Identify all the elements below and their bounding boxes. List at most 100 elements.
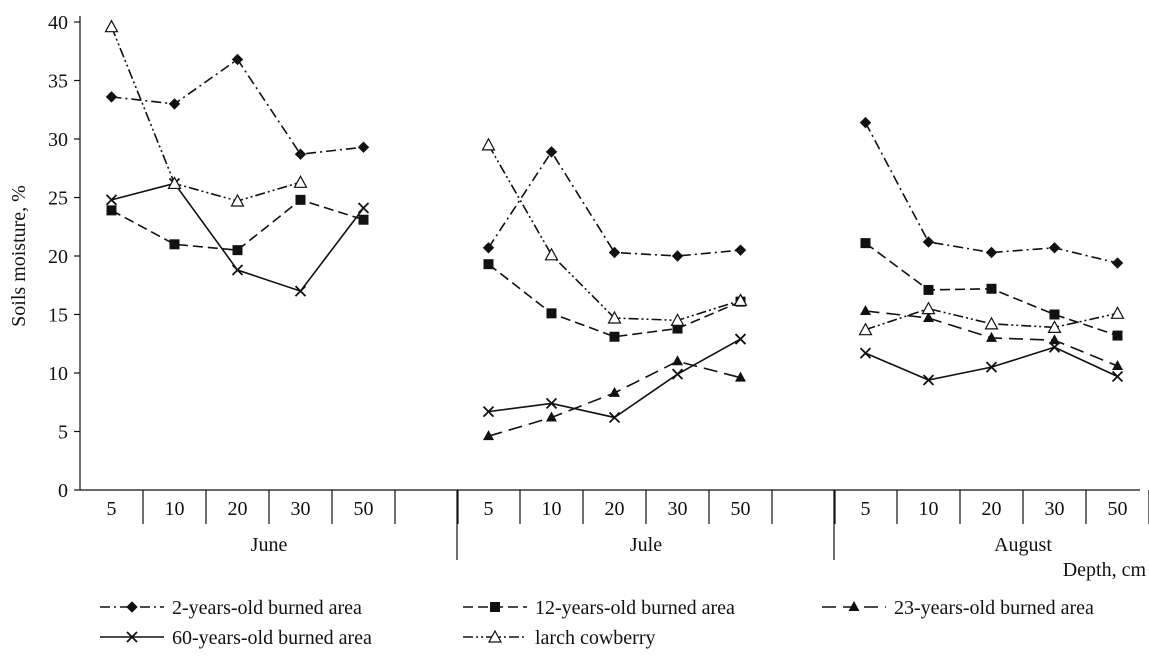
point-marker-triangle bbox=[672, 355, 683, 366]
series-line bbox=[488, 263, 741, 338]
depth-tick-label: 50 bbox=[1108, 498, 1128, 520]
depth-tick-label: 30 bbox=[291, 498, 311, 520]
depth-tick-label: 50 bbox=[731, 498, 751, 520]
point-marker-triangle bbox=[986, 331, 997, 342]
legend-label: 60-years-old burned area bbox=[172, 627, 372, 649]
point-marker-diamond bbox=[734, 244, 747, 256]
series-1 bbox=[105, 53, 1124, 269]
x-axis-label: Depth, cm bbox=[1063, 559, 1147, 581]
depth-tick-label: 20 bbox=[605, 498, 625, 520]
y-tick-label: 20 bbox=[48, 246, 68, 268]
legend-label: larch cowberry bbox=[535, 627, 656, 649]
series-3 bbox=[483, 304, 1123, 441]
legend-label: 12-years-old burned area bbox=[535, 597, 735, 619]
y-tick-label: 35 bbox=[48, 71, 68, 93]
depth-tick-label: 5 bbox=[107, 498, 117, 520]
point-marker-open-triangle bbox=[487, 629, 503, 643]
point-marker-diamond bbox=[126, 601, 138, 613]
series-line bbox=[487, 150, 741, 257]
point-marker-open-triangle bbox=[544, 247, 559, 261]
point-marker-triangle bbox=[923, 312, 934, 323]
point-marker-square bbox=[1049, 309, 1060, 320]
point-marker-triangle bbox=[1049, 334, 1060, 345]
point-marker-diamond bbox=[482, 242, 495, 254]
point-marker-diamond bbox=[671, 250, 684, 262]
legend-item: larch cowberry bbox=[463, 627, 656, 649]
point-marker-cross bbox=[294, 285, 307, 297]
point-marker-square bbox=[483, 259, 494, 270]
point-marker-open-triangle bbox=[293, 175, 308, 188]
y-tick-label: 15 bbox=[48, 305, 68, 327]
y-tick-label: 10 bbox=[48, 363, 68, 385]
y-tick-label: 0 bbox=[58, 480, 68, 502]
depth-tick-label: 5 bbox=[484, 498, 494, 520]
point-marker-cross bbox=[1111, 370, 1124, 383]
point-marker-square bbox=[609, 331, 620, 342]
series-line bbox=[488, 360, 741, 437]
point-marker-open-triangle bbox=[670, 313, 685, 326]
point-marker-open-triangle bbox=[984, 316, 999, 330]
point-marker-cross bbox=[482, 405, 495, 418]
point-marker-open-triangle bbox=[104, 19, 119, 33]
point-marker-cross bbox=[357, 202, 370, 214]
series-line bbox=[865, 307, 1118, 331]
point-marker-cross bbox=[105, 194, 118, 206]
depth-tick-label: 30 bbox=[668, 498, 688, 520]
point-marker-square bbox=[986, 283, 997, 294]
point-marker-cross bbox=[671, 368, 684, 380]
point-marker-square bbox=[1112, 330, 1123, 341]
series-line bbox=[865, 346, 1118, 381]
point-marker-triangle bbox=[483, 430, 494, 441]
series-line bbox=[110, 26, 301, 202]
point-marker-diamond bbox=[357, 141, 370, 153]
point-marker-square bbox=[490, 602, 500, 612]
point-marker-open-triangle bbox=[230, 193, 245, 207]
depth-tick-label: 50 bbox=[354, 498, 374, 520]
legend-item: 23-years-old burned area bbox=[822, 597, 1094, 619]
point-marker-cross bbox=[922, 374, 935, 386]
series-line bbox=[111, 198, 364, 251]
depth-tick-label: 10 bbox=[165, 498, 185, 520]
point-marker-triangle bbox=[609, 386, 620, 397]
y-tick-label: 25 bbox=[48, 188, 68, 210]
depth-tick-label: 10 bbox=[542, 498, 562, 520]
point-marker-square bbox=[232, 245, 243, 256]
point-marker-open-triangle bbox=[1110, 306, 1125, 319]
point-marker-triangle bbox=[1112, 359, 1123, 370]
y-tick-label: 30 bbox=[48, 129, 68, 151]
depth-tick-label: 5 bbox=[861, 498, 871, 520]
depth-tick-label: 20 bbox=[228, 498, 248, 520]
series-line bbox=[864, 122, 1118, 264]
point-marker-open-triangle bbox=[921, 301, 936, 315]
legend-item: 12-years-old burned area bbox=[463, 597, 735, 619]
point-marker-diamond bbox=[1048, 242, 1061, 254]
series-line bbox=[111, 58, 364, 156]
legend-label: 23-years-old burned area bbox=[894, 597, 1094, 619]
point-marker-square bbox=[672, 323, 683, 334]
y-tick-label: 5 bbox=[58, 422, 68, 444]
point-marker-diamond bbox=[294, 148, 307, 160]
point-marker-open-triangle bbox=[481, 137, 496, 151]
series-5 bbox=[104, 19, 1125, 336]
point-marker-cross bbox=[734, 333, 747, 345]
point-marker-square bbox=[860, 238, 871, 249]
y-axis-label: Soils moisture, % bbox=[8, 185, 30, 327]
point-marker-triangle bbox=[860, 304, 871, 315]
point-marker-diamond bbox=[608, 246, 621, 259]
y-tick-label: 40 bbox=[48, 12, 68, 34]
legend-item: 60-years-old burned area bbox=[100, 627, 372, 649]
point-marker-cross bbox=[608, 411, 621, 424]
series-4 bbox=[105, 177, 1124, 424]
point-marker-square bbox=[923, 284, 934, 295]
point-marker-open-triangle bbox=[733, 293, 748, 307]
point-marker-square bbox=[546, 308, 557, 319]
point-marker-cross bbox=[126, 631, 138, 643]
month-label: Jule bbox=[630, 534, 662, 556]
point-marker-square bbox=[358, 214, 369, 225]
point-marker-cross bbox=[231, 264, 244, 276]
legend-label: 2-years-old burned area bbox=[172, 597, 362, 619]
point-marker-open-triangle bbox=[167, 176, 182, 190]
point-marker-diamond bbox=[231, 53, 244, 66]
